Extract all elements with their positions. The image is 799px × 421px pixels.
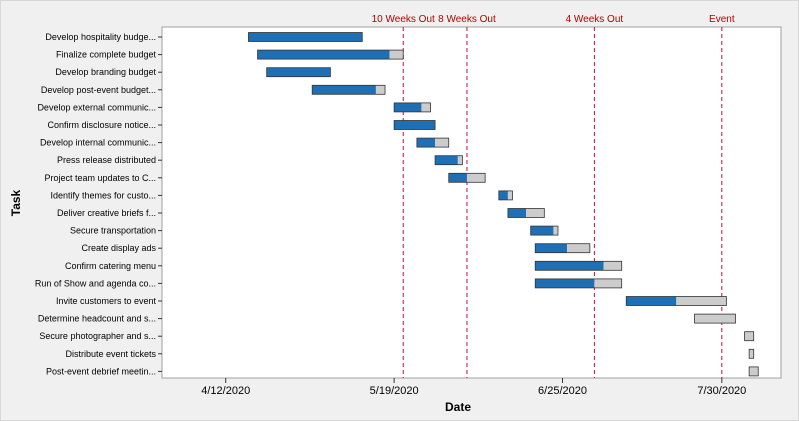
task-label: Confirm disclosure notice... <box>47 120 156 130</box>
task-label: Secure photographer and s... <box>39 331 156 341</box>
task-bar-completed <box>498 190 508 200</box>
x-axis-title: Date <box>445 400 471 414</box>
task-bar-outline <box>530 225 559 236</box>
task-bar-remaining <box>435 138 449 148</box>
task-bar-completed <box>394 102 422 112</box>
task-bar-outline <box>534 243 591 254</box>
task-bar-completed <box>530 226 554 236</box>
task-bar-remaining <box>553 226 558 236</box>
reference-line-label: Event <box>709 14 735 25</box>
task-bar-outline <box>694 313 736 324</box>
task-bar-remaining <box>457 155 463 165</box>
task-bar-outline <box>393 102 431 113</box>
task-bar-completed <box>535 278 595 288</box>
task-bar-completed <box>266 67 331 77</box>
task-bar-outline <box>416 137 450 148</box>
task-bar-outline <box>266 67 331 78</box>
task-bar-outline <box>311 84 386 95</box>
task-label: Identify themes for custo... <box>50 190 156 200</box>
task-bar-completed <box>626 296 677 306</box>
y-axis-title: Task <box>9 189 23 216</box>
task-bar-remaining <box>694 314 736 324</box>
task-label: Post-event debrief meetin... <box>46 366 156 376</box>
task-label: Run of Show and agenda co... <box>35 278 156 288</box>
x-tick-label: 4/12/2020 <box>201 385 250 397</box>
reference-line-label: 10 Weeks Out <box>372 14 435 25</box>
task-bar-remaining <box>676 296 727 306</box>
task-labels: Develop hospitality budge... Finalize com… <box>35 32 162 376</box>
task-bar-outline <box>257 49 404 60</box>
task-bar-remaining <box>603 261 622 271</box>
task-bar-completed <box>416 138 436 148</box>
x-axis-ticks: 4/12/2020 5/19/2020 6/25/2020 7/30/2020 <box>201 378 746 397</box>
task-bars <box>248 32 759 377</box>
task-bar-remaining <box>749 349 754 359</box>
task-bar-remaining <box>594 278 622 288</box>
task-bar-completed <box>248 32 363 42</box>
task-bar-completed <box>507 208 527 218</box>
task-bar-outline <box>625 296 727 306</box>
task-label: Secure transportation <box>70 226 156 236</box>
task-label: Confirm catering menu <box>65 261 156 271</box>
task-bar-outline <box>448 172 486 183</box>
task-bar-remaining <box>466 173 486 183</box>
task-label: Develop branding budget <box>55 67 156 77</box>
task-label: Press release distributed <box>57 155 156 165</box>
task-label: Develop post-event budget... <box>41 85 156 95</box>
task-bar-completed <box>257 50 390 60</box>
task-bar-completed <box>435 155 458 165</box>
task-bar-completed <box>535 261 604 271</box>
task-bar-outline <box>248 32 363 42</box>
task-label: Determine headcount and s... <box>38 314 156 324</box>
task-bar-outline <box>534 260 623 271</box>
task-bar-remaining <box>421 102 431 112</box>
task-bar-outline <box>434 155 463 166</box>
task-bar-remaining <box>507 190 513 200</box>
task-label: Create display ads <box>81 243 156 253</box>
reference-line-label: 8 Weeks Out <box>438 14 496 25</box>
reference-line-label: 4 Weeks Out <box>566 14 624 25</box>
x-tick-label: 5/19/2020 <box>370 385 419 397</box>
task-label: Develop hospitality budge... <box>45 32 156 42</box>
task-label: Finalize complete budget <box>56 50 157 60</box>
plot-area <box>161 26 782 379</box>
task-label: Develop internal communic... <box>40 138 156 148</box>
task-bar-outline <box>393 120 436 130</box>
task-bar-remaining <box>749 366 759 376</box>
task-bar-remaining <box>744 331 754 341</box>
task-bar-completed <box>535 243 568 253</box>
task-bar-completed <box>312 85 376 95</box>
task-bar-outline <box>498 190 513 201</box>
task-bar-outline <box>748 366 759 377</box>
task-label: Invite customers to event <box>56 296 157 306</box>
task-bar-outline <box>507 208 545 218</box>
task-bar-remaining <box>375 85 386 95</box>
task-bar-outline <box>748 348 755 359</box>
x-tick-label: 6/25/2020 <box>538 385 587 397</box>
task-bar-completed <box>394 120 436 130</box>
task-bar-remaining <box>526 208 545 218</box>
x-tick-label: 7/30/2020 <box>697 385 746 397</box>
task-bar-outline <box>744 331 755 342</box>
task-bar-outline <box>534 278 623 289</box>
task-bar-remaining <box>567 243 590 253</box>
task-bar-completed <box>448 173 467 183</box>
task-label: Develop external communic... <box>37 102 156 112</box>
task-bar-remaining <box>389 50 404 60</box>
reference-lines: 10 Weeks Out 8 Weeks Out 4 Weeks Out Event <box>372 14 735 378</box>
task-label: Deliver creative briefs f... <box>57 208 156 218</box>
task-label: Distribute event tickets <box>65 349 156 359</box>
task-label: Project team updates to C... <box>44 173 156 183</box>
